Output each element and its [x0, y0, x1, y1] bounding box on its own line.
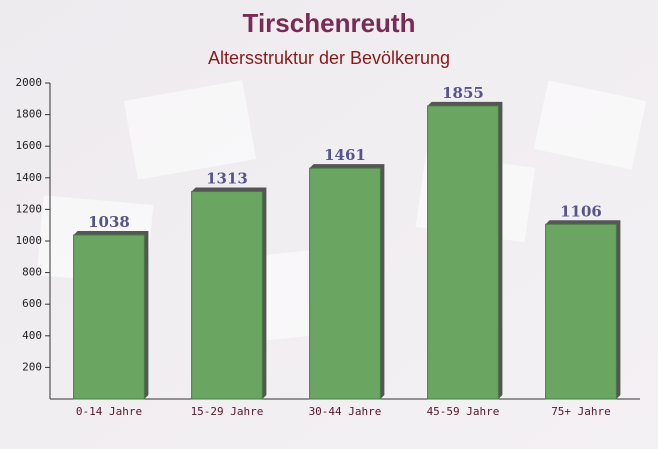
- bar: [427, 105, 499, 400]
- x-tick-label: 45-59 Jahre: [427, 405, 500, 418]
- bar: [309, 167, 381, 400]
- value-label: 1106: [560, 202, 602, 220]
- y-tick-label: 1800: [16, 108, 43, 121]
- x-tick-label: 30-44 Jahre: [309, 405, 382, 418]
- y-tick-label: 1200: [16, 202, 43, 215]
- x-tick-label: 0-14 Jahre: [76, 405, 142, 418]
- y-tick-label: 1600: [16, 139, 43, 152]
- bar: [191, 191, 263, 400]
- y-tick-label: 2000: [16, 76, 43, 89]
- x-tick-label: 75+ Jahre: [551, 405, 611, 418]
- y-tick-label: 400: [22, 329, 42, 342]
- y-tick-label: 1400: [16, 171, 43, 184]
- x-tick-label: 15-29 Jahre: [191, 405, 264, 418]
- value-label: 1038: [88, 213, 130, 231]
- bar: [73, 234, 145, 400]
- y-tick-label: 200: [22, 360, 42, 373]
- bar: [545, 223, 617, 400]
- chart-subtitle: Altersstruktur der Bevölkerung: [208, 48, 450, 68]
- y-tick-label: 1000: [16, 234, 43, 247]
- value-label: 1313: [206, 170, 248, 188]
- y-tick-label: 800: [22, 266, 42, 279]
- y-tick-label: 600: [22, 297, 42, 310]
- chart-title: Tirschenreuth: [243, 8, 416, 38]
- value-label: 1855: [442, 84, 484, 102]
- value-label: 1461: [324, 146, 366, 164]
